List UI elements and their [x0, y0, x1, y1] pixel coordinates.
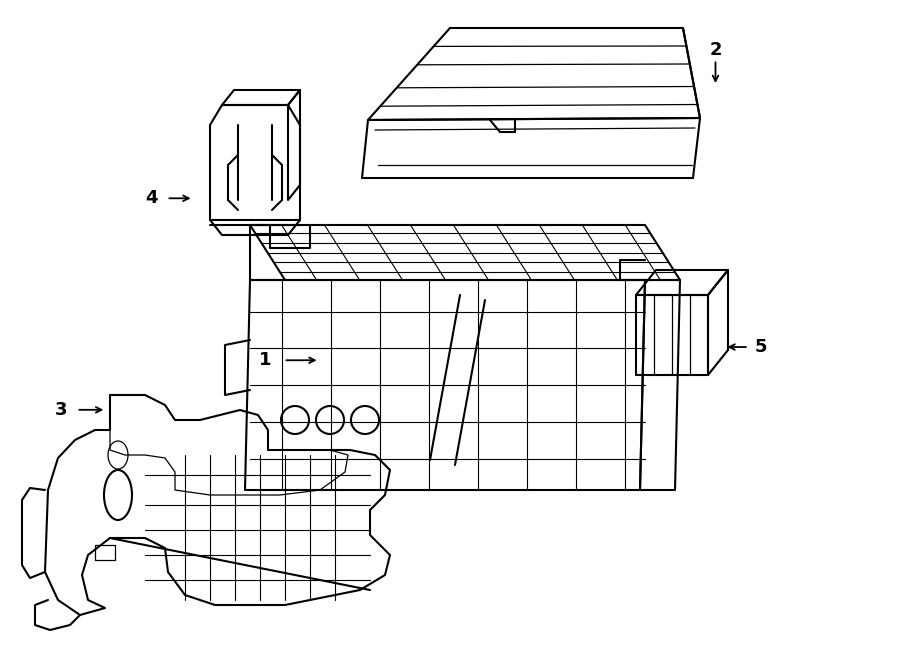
Text: 5: 5 [754, 338, 767, 356]
Text: 1: 1 [259, 351, 272, 369]
Text: 3: 3 [55, 401, 68, 419]
Text: 4: 4 [145, 189, 158, 208]
Text: 2: 2 [709, 40, 722, 59]
